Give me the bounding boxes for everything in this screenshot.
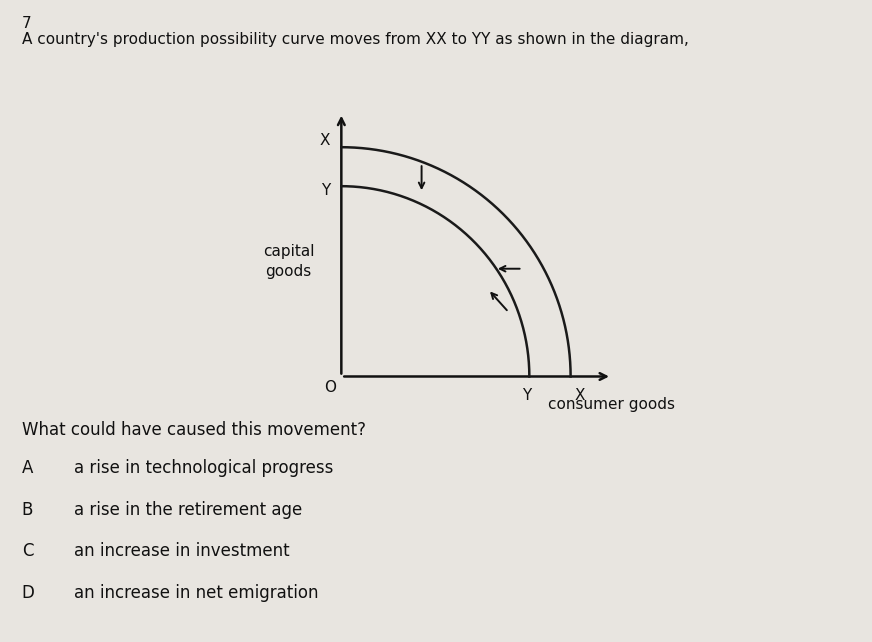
Text: an increase in investment: an increase in investment <box>74 542 290 560</box>
Text: capital
goods: capital goods <box>262 245 314 279</box>
Text: What could have caused this movement?: What could have caused this movement? <box>22 421 365 438</box>
Text: X: X <box>320 133 330 148</box>
Text: a rise in technological progress: a rise in technological progress <box>74 459 333 477</box>
Text: a rise in the retirement age: a rise in the retirement age <box>74 501 303 519</box>
Text: C: C <box>22 542 33 560</box>
Text: Y: Y <box>522 388 532 403</box>
Text: B: B <box>22 501 33 519</box>
Text: consumer goods: consumer goods <box>548 397 676 412</box>
Text: A: A <box>22 459 33 477</box>
Text: 7: 7 <box>22 16 31 31</box>
Text: D: D <box>22 584 35 602</box>
Text: A country's production possibility curve moves from XX to YY as shown in the dia: A country's production possibility curve… <box>22 32 689 47</box>
Text: O: O <box>324 381 336 395</box>
Text: Y: Y <box>321 183 330 198</box>
Text: an increase in net emigration: an increase in net emigration <box>74 584 318 602</box>
Text: X: X <box>575 388 585 403</box>
